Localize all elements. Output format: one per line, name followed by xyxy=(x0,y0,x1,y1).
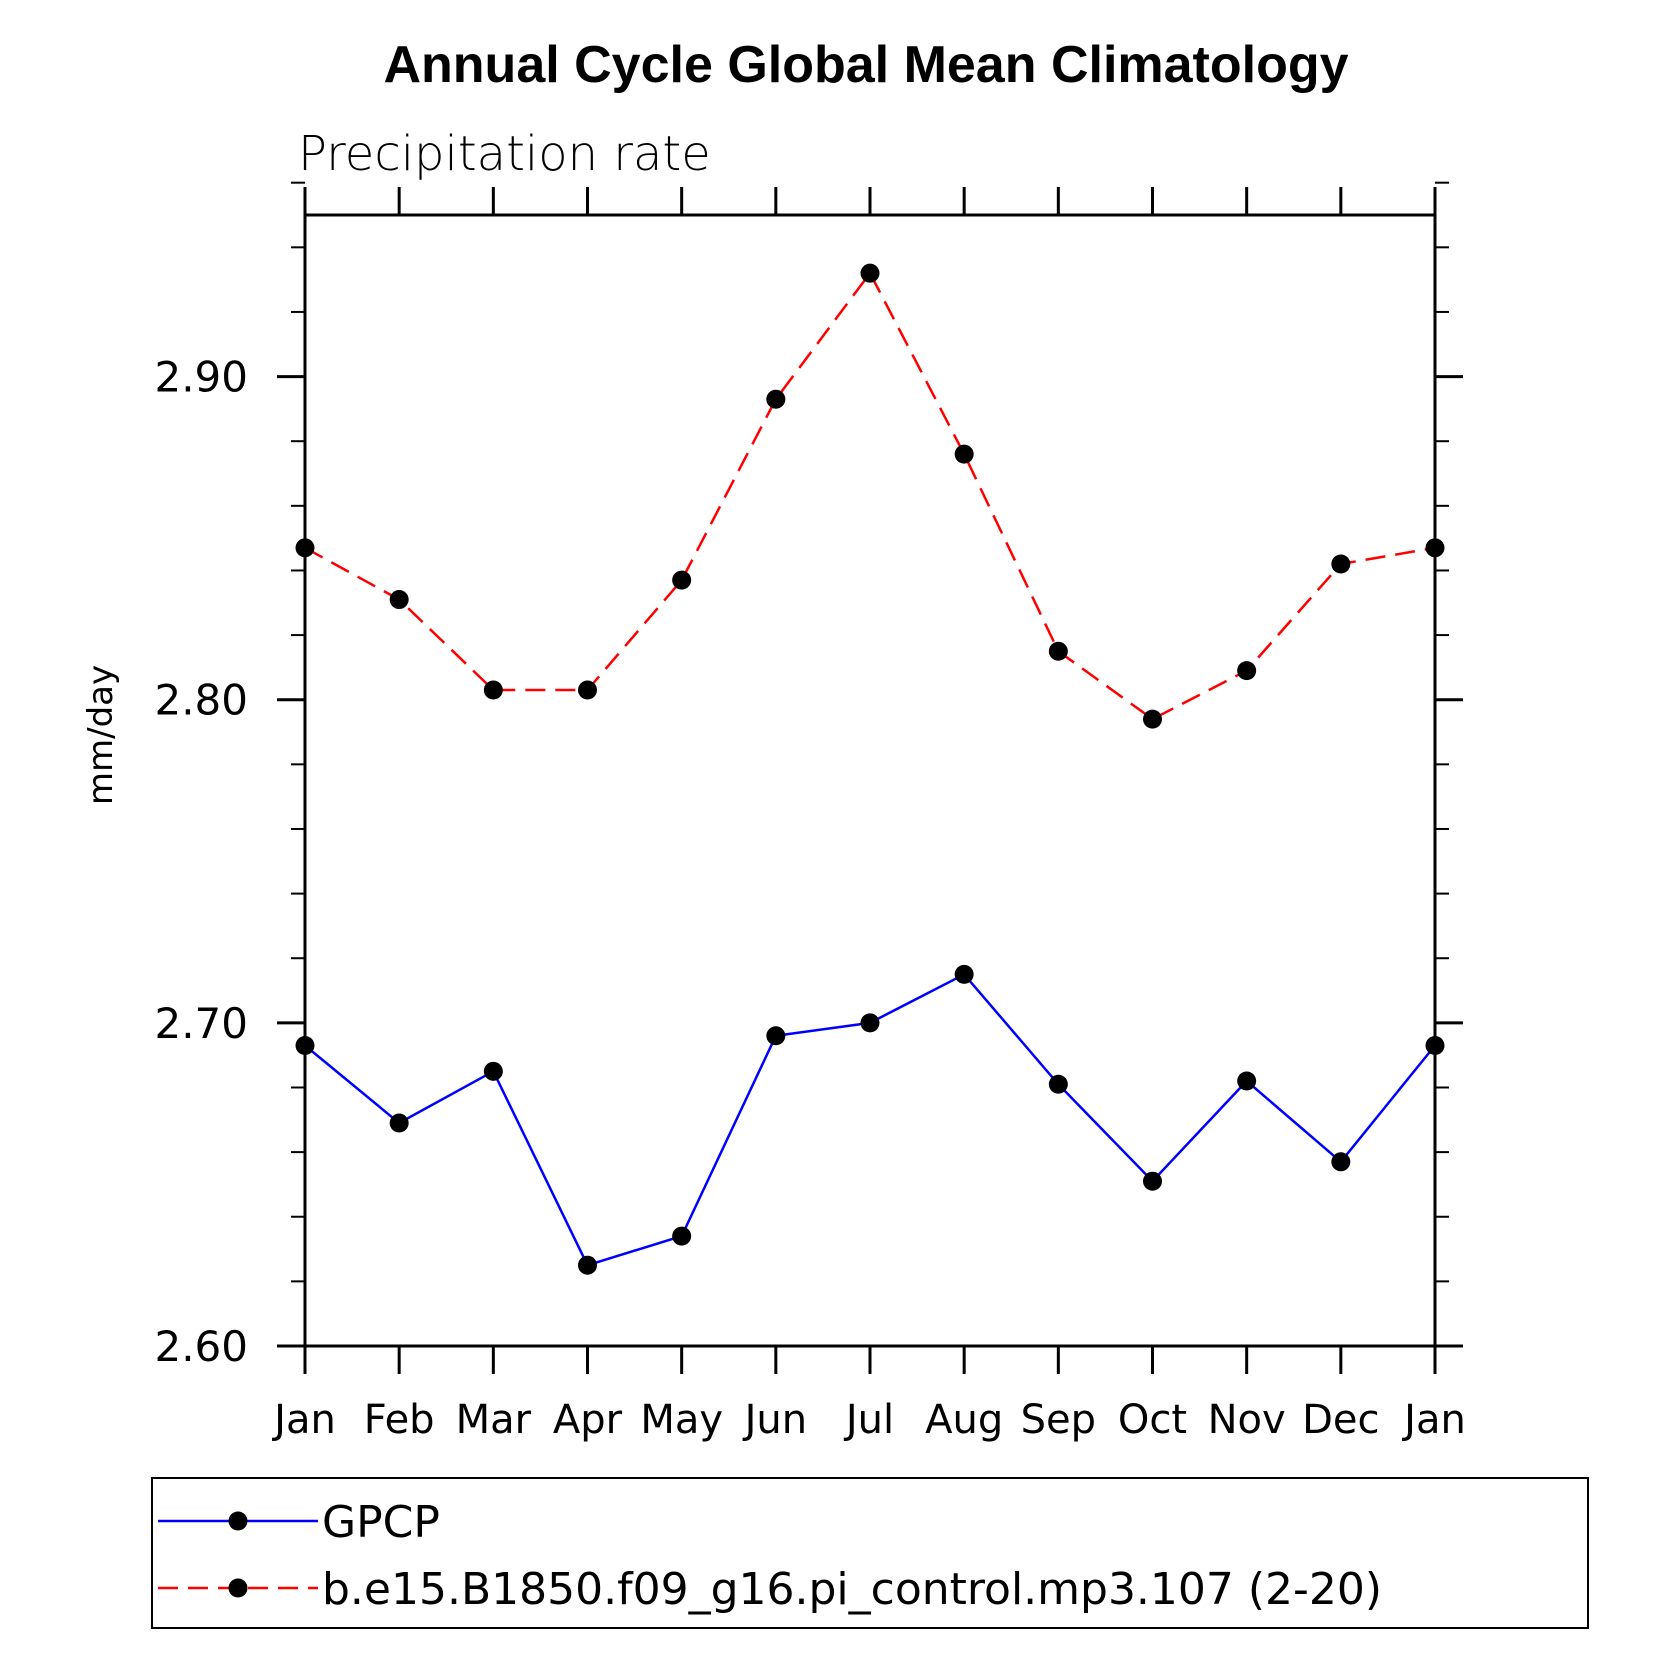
series-point-2 xyxy=(1048,641,1068,661)
chart-subtitle: Precipitation rate xyxy=(298,126,711,182)
legend-box xyxy=(151,1477,1589,1629)
series-point-2 xyxy=(578,680,597,700)
plot-frame xyxy=(303,213,1437,1348)
series-point-1 xyxy=(1143,1171,1162,1191)
series-point-1 xyxy=(672,1226,692,1246)
series-point-2 xyxy=(1143,709,1162,729)
y-tick-label: 2.80 xyxy=(154,676,248,725)
axes: Jan Feb Mar Apr May Jun Jul Aug Sep Oct Nov Dec Jan 2… xyxy=(154,181,1466,1443)
x-tick-label: Jan xyxy=(1401,1397,1466,1443)
legend-label-2: b.e15.B1850.f09_g16.pi_control.mp3.107 (… xyxy=(322,1564,1382,1615)
x-tick-label: Mar xyxy=(456,1397,532,1443)
x-tick-label: Feb xyxy=(364,1397,435,1443)
x-tick-label: Dec xyxy=(1302,1397,1379,1443)
series-point-1 xyxy=(954,964,974,984)
series-point-1 xyxy=(1237,1071,1257,1091)
x-tick-label: Jan xyxy=(271,1397,336,1443)
x-tick-label: Sep xyxy=(1021,1397,1096,1443)
y-tick-label: 2.90 xyxy=(154,353,248,402)
series-point-1 xyxy=(860,1013,880,1033)
y-tick-label: 2.60 xyxy=(154,1322,248,1371)
legend-marker-1 xyxy=(228,1511,248,1531)
x-tick-label: Oct xyxy=(1118,1397,1187,1443)
series-point-1 xyxy=(295,1035,315,1055)
series-point-1 xyxy=(766,1026,786,1046)
x-tick-label: Apr xyxy=(553,1397,623,1443)
series-point-2 xyxy=(483,680,503,700)
series-point-2 xyxy=(954,444,974,464)
x-tick-label: May xyxy=(640,1397,723,1443)
y-axis-label: mm/day xyxy=(81,665,121,805)
series-line-2 xyxy=(304,270,1436,721)
series-point-1 xyxy=(483,1061,503,1081)
series-point-1 xyxy=(1425,1035,1445,1055)
series-point-1 xyxy=(578,1255,597,1275)
series-point-2 xyxy=(672,570,692,590)
legend: GPCP b.e15.B1850.f09_g16.pi_control.mp3.1… xyxy=(151,1477,1589,1629)
series-point-2 xyxy=(860,263,880,283)
x-tick-label: Jun xyxy=(742,1397,808,1443)
x-tick-label: Nov xyxy=(1208,1397,1286,1443)
series-lines xyxy=(295,263,1445,1275)
series-point-2 xyxy=(1425,538,1445,558)
x-tick-label: Jul xyxy=(843,1397,894,1443)
series-point-2 xyxy=(1331,554,1351,574)
legend-marker-2 xyxy=(228,1578,248,1598)
chart-title: Annual Cycle Global Mean Climatology xyxy=(383,36,1348,94)
y-tick-label: 2.70 xyxy=(154,999,248,1048)
series-point-2 xyxy=(295,538,315,558)
series-point-1 xyxy=(389,1113,409,1133)
series-point-1 xyxy=(1331,1152,1351,1172)
series-point-2 xyxy=(389,590,409,610)
x-tick-label: Aug xyxy=(925,1397,1003,1443)
series-point-2 xyxy=(1237,661,1257,681)
series-point-2 xyxy=(766,389,786,409)
series-point-1 xyxy=(1048,1074,1068,1094)
legend-label-1: GPCP xyxy=(322,1497,440,1548)
